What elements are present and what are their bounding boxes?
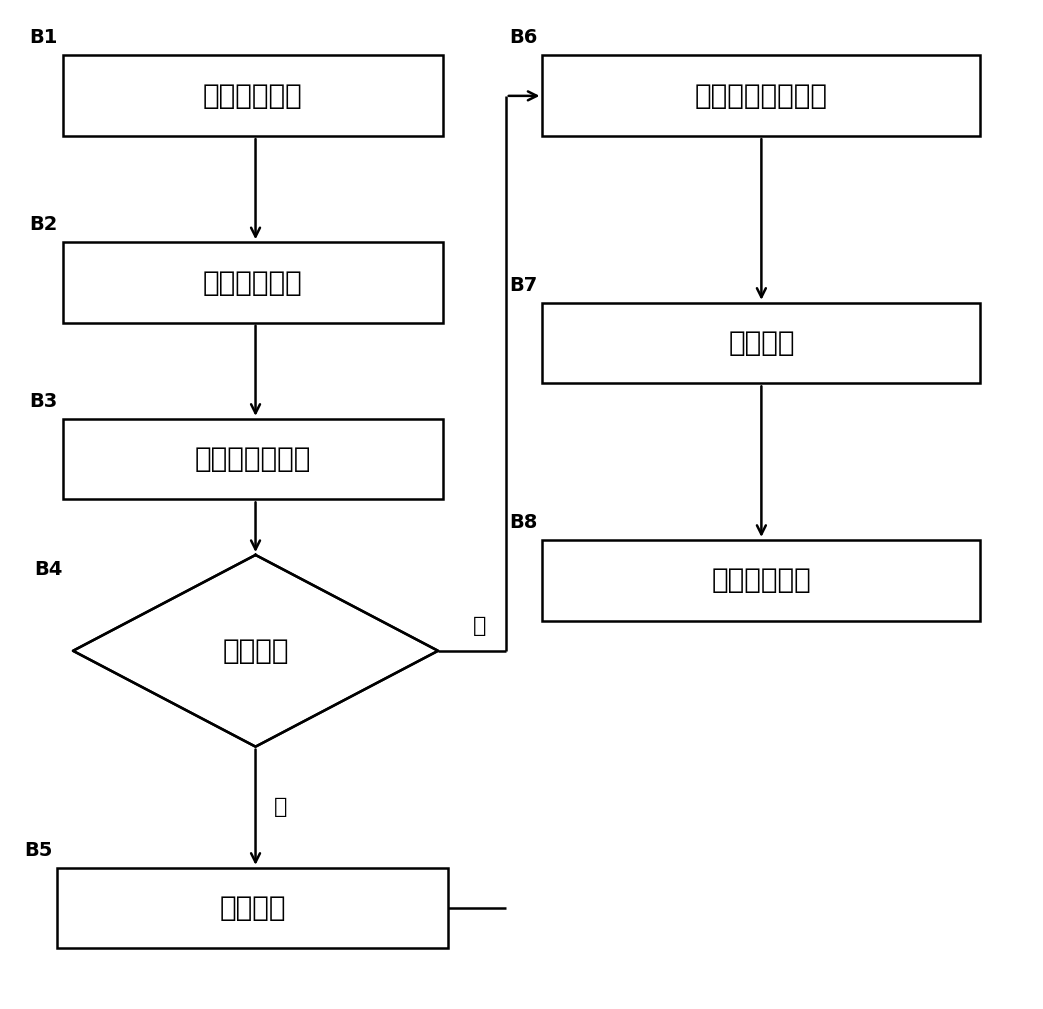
Text: B1: B1 — [29, 28, 57, 47]
Bar — [542, 303, 980, 383]
Text: 否: 否 — [474, 615, 486, 636]
Text: B7: B7 — [509, 275, 537, 295]
Text: 优先级随机选择: 优先级随机选择 — [195, 445, 311, 473]
Bar — [57, 868, 448, 948]
Text: 时序保障: 时序保障 — [220, 894, 286, 922]
Text: 权限匹配: 权限匹配 — [728, 329, 795, 357]
Text: B2: B2 — [29, 215, 57, 234]
Text: B8: B8 — [509, 513, 537, 532]
Text: 是: 是 — [274, 797, 288, 817]
Text: 时序敏感: 时序敏感 — [222, 637, 289, 665]
Bar — [542, 540, 980, 621]
Text: B6: B6 — [509, 28, 537, 47]
Text: 并发接收消息: 并发接收消息 — [203, 82, 302, 110]
Bar — [63, 419, 443, 499]
Text: B5: B5 — [24, 840, 52, 860]
Text: B3: B3 — [29, 391, 57, 411]
Text: 进入消息队列: 进入消息队列 — [203, 268, 302, 297]
Bar — [63, 55, 443, 136]
Text: 并行复制分发: 并行复制分发 — [711, 566, 811, 594]
Bar — [63, 242, 443, 323]
Bar — [542, 55, 980, 136]
Text: B4: B4 — [34, 560, 63, 579]
Polygon shape — [73, 555, 438, 747]
Text: 检索权限资源矩阵: 检索权限资源矩阵 — [695, 82, 828, 110]
